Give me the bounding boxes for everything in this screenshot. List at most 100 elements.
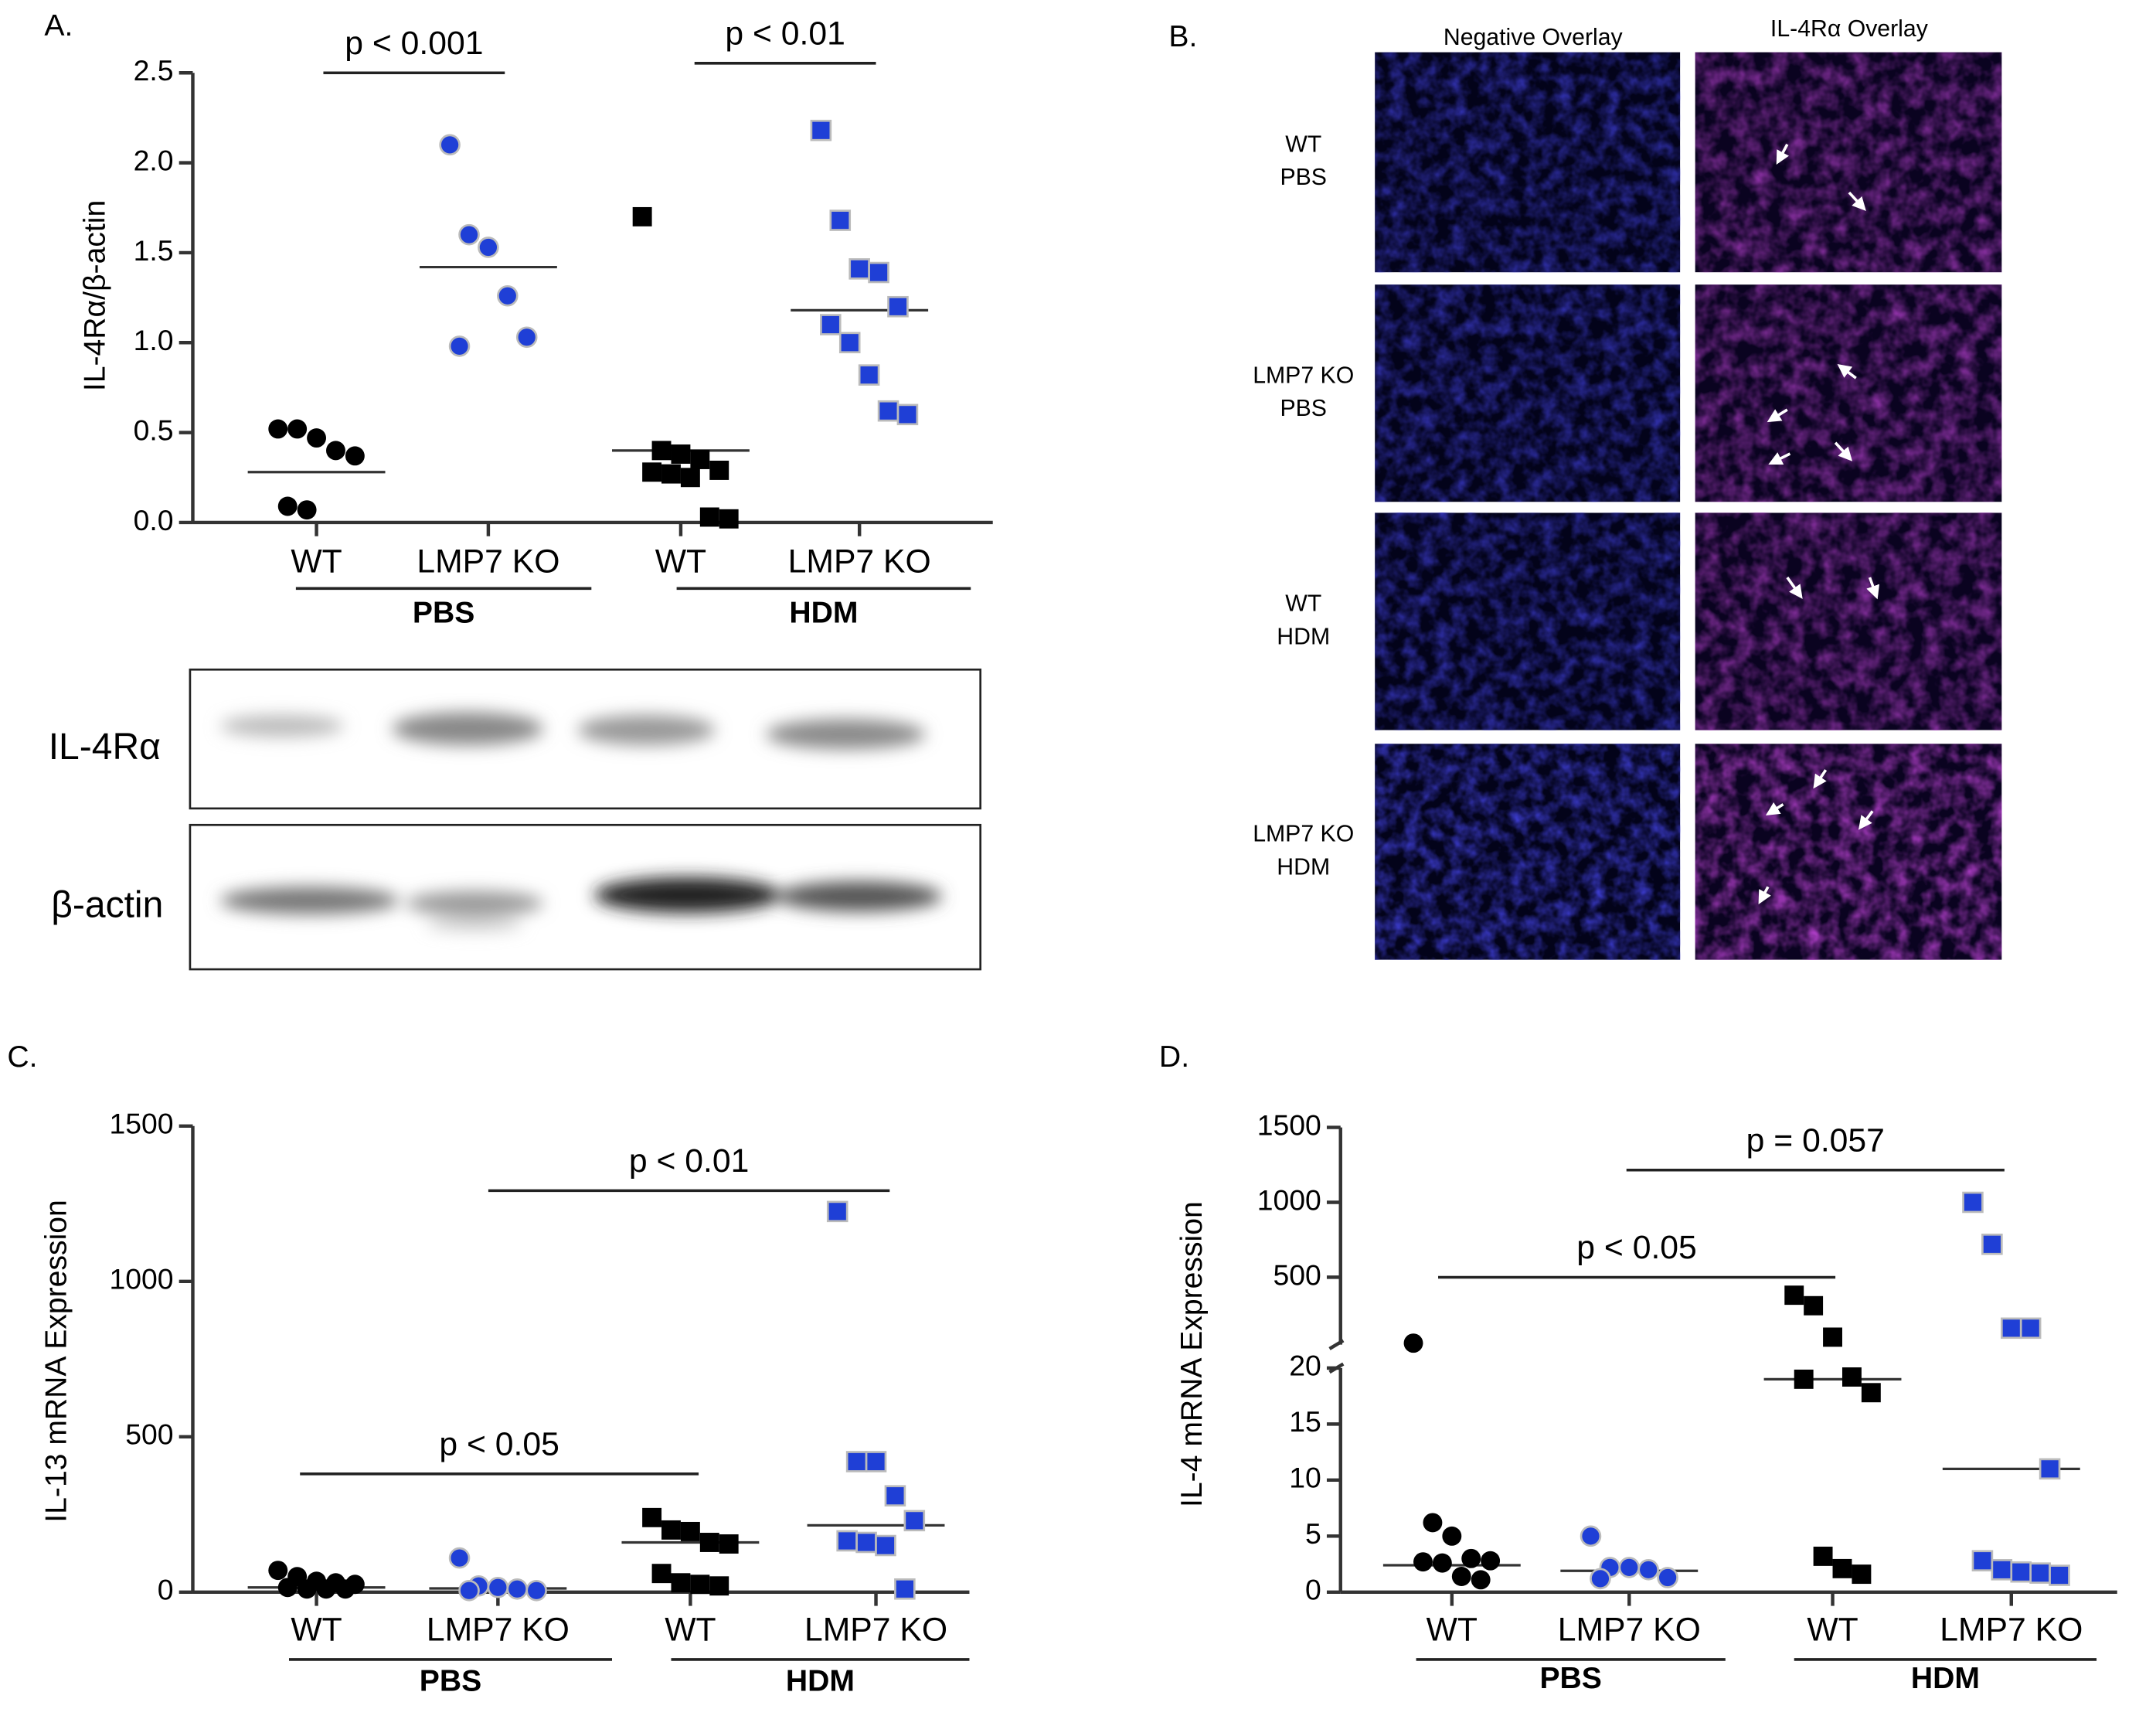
x-tick-label: LMP7 KO: [1558, 1612, 1701, 1649]
data-point: [865, 1451, 887, 1472]
data-point: [1637, 1559, 1659, 1581]
arrow: [1768, 452, 1791, 465]
data-point: [287, 419, 308, 439]
data-point: [709, 1576, 729, 1596]
data-point: [1823, 1327, 1842, 1347]
data-point: [297, 1579, 317, 1599]
micrograph-texture: [1375, 52, 1681, 273]
data-point: [1852, 1564, 1872, 1585]
data-point: [345, 446, 365, 466]
row-label: PBS: [1280, 396, 1326, 421]
significance-label: p < 0.05: [1576, 1229, 1696, 1266]
y-tick-label: 1.5: [134, 234, 174, 267]
data-point: [719, 509, 739, 529]
data-point: [525, 1580, 547, 1602]
data-point: [297, 500, 317, 520]
y-tick-label: 1000: [109, 1263, 173, 1295]
data-point: [671, 1573, 691, 1593]
significance-label: p < 0.01: [629, 1142, 749, 1180]
significance-label: p < 0.01: [725, 15, 845, 53]
data-point: [632, 206, 652, 226]
x-tick-label: LMP7 KO: [1940, 1612, 2083, 1649]
data-point: [884, 1485, 906, 1506]
arrow: [1837, 364, 1857, 380]
row-label: HDM: [1277, 854, 1330, 880]
row-label: WT: [1285, 132, 1321, 158]
y-tick-label: 0.5: [134, 414, 174, 446]
data-point: [875, 1534, 896, 1557]
data-point: [1832, 1558, 1852, 1578]
y-axis-label: IL-4 mRNA Expression: [1175, 1201, 1209, 1507]
x-tick-label: LMP7 KO: [788, 543, 931, 580]
arrow: [1765, 802, 1784, 815]
data-point: [680, 468, 700, 488]
y-tick-label: 15: [1289, 1405, 1321, 1438]
row-label: LMP7 KO: [1253, 822, 1354, 847]
data-point: [2039, 1458, 2061, 1480]
data-point: [896, 403, 919, 426]
data-point: [838, 332, 861, 354]
bands: [220, 712, 942, 931]
data-point: [2010, 1561, 2032, 1583]
data-point: [326, 441, 345, 461]
data-point: [1804, 1295, 1824, 1316]
arrow: [1866, 577, 1880, 600]
data-point: [690, 1575, 710, 1595]
y-axis-label: IL-13 mRNA Expression: [40, 1200, 73, 1522]
micrograph-texture: [1375, 284, 1681, 502]
data-point: [868, 261, 889, 284]
group-label: HDM: [1911, 1662, 1980, 1695]
x-tick-label: LMP7 KO: [427, 1612, 570, 1649]
data-point: [1981, 1233, 2003, 1255]
data-point: [1403, 1333, 1423, 1353]
y-tick-label: 1000: [1257, 1183, 1321, 1216]
data-point: [836, 1530, 858, 1552]
micrographs: Negative Overlay IL-4Rα Overlay WT PBS LMP…: [1253, 16, 2002, 960]
panel-label: A.: [44, 9, 73, 43]
data-point: [478, 237, 499, 258]
significance-label: p < 0.001: [345, 25, 483, 62]
y-tick-label: 500: [125, 1418, 173, 1451]
data-point: [1413, 1552, 1433, 1572]
y-axis-label: IL-4Rα/β-actin: [78, 200, 111, 391]
data-point: [268, 419, 288, 439]
data-point: [1442, 1526, 1462, 1546]
data-point: [877, 400, 899, 422]
y-tick-label: 0.0: [134, 504, 174, 536]
micrograph-texture: [1375, 744, 1681, 960]
x-tick-label: WT: [655, 543, 706, 580]
data-point: [651, 1564, 672, 1584]
micrograph-texture: [1695, 744, 2002, 960]
x-tick-label: WT: [291, 543, 342, 580]
arrow: [1858, 810, 1874, 830]
y-tick-label: 500: [1274, 1258, 1321, 1291]
column-label: IL-4Rα Overlay: [1770, 16, 1929, 42]
arrow: [1834, 441, 1853, 461]
data-point: [1461, 1548, 1481, 1568]
data-point: [671, 444, 691, 464]
y-tick-label: 20: [1289, 1350, 1321, 1382]
blot-label: IL-4Rα: [49, 727, 161, 768]
y-tick-label: 1500: [1257, 1108, 1321, 1141]
column-label: Negative Overlay: [1444, 25, 1624, 50]
micrograph-texture: [1695, 284, 2002, 502]
data-point: [699, 507, 719, 527]
blot-label: β-actin: [51, 885, 163, 926]
x-tick-label: LMP7 KO: [804, 1612, 947, 1649]
arrow: [1776, 143, 1789, 165]
data-point: [497, 284, 519, 307]
arrow: [1813, 769, 1828, 789]
data-point: [1794, 1369, 1814, 1389]
group-label: PBS: [1539, 1662, 1601, 1695]
data-point: [719, 1534, 739, 1554]
x-tick-label: LMP7 KO: [417, 543, 559, 580]
data-point: [1423, 1513, 1443, 1533]
data-point: [651, 441, 672, 461]
x-tick-label: WT: [291, 1612, 342, 1649]
axis-break: [1328, 1339, 1345, 1350]
data-point: [277, 496, 298, 516]
arrow: [1758, 886, 1771, 904]
data-point: [448, 335, 471, 357]
data-point: [448, 1547, 471, 1569]
arrow: [1848, 191, 1866, 211]
